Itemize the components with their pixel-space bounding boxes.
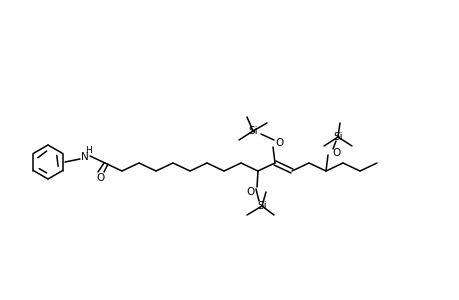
Text: H: H: [85, 146, 92, 154]
Text: O: O: [275, 138, 284, 148]
Text: N: N: [81, 152, 89, 162]
Text: Si: Si: [332, 132, 342, 142]
Text: O: O: [332, 148, 341, 158]
Text: O: O: [246, 187, 255, 197]
Text: Si: Si: [257, 201, 266, 211]
Text: O: O: [97, 173, 105, 183]
Text: Si: Si: [248, 126, 257, 136]
